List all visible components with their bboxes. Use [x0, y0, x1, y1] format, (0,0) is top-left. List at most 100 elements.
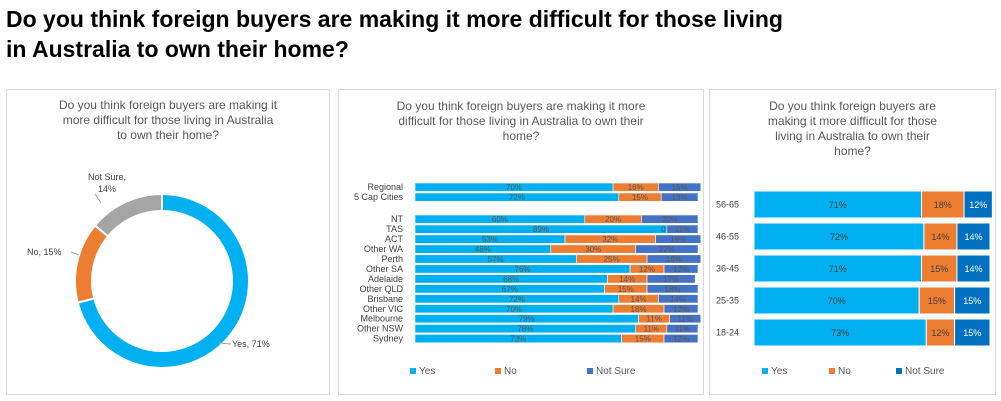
data-label-no-36-45: 15%: [930, 264, 948, 274]
y-axis-tick-label: Other QLD: [359, 284, 403, 294]
y-axis-tick-label: 46-55: [716, 232, 739, 242]
bar-not-sure-56-65: [963, 190, 993, 219]
data-label-not-sure-56-65: 12%: [969, 200, 987, 210]
data-label-no-melbourne: 11%: [646, 315, 661, 324]
legend-swatch-yes: [762, 368, 768, 374]
data-label-yes-regional: 70%: [506, 183, 522, 192]
data-label-no-perth: 25%: [604, 255, 620, 264]
region-chart-title-line: home?: [502, 129, 540, 143]
legend-entry-no: No: [504, 366, 517, 377]
donut-label-not-sure: 14%: [98, 184, 116, 194]
data-label-yes-other-qld: 67%: [502, 285, 518, 294]
data-label-yes-tas: 89%: [533, 225, 549, 234]
data-label-not-sure-other-vic: 12%: [673, 305, 689, 314]
bar-not-sure-36-45: [956, 254, 991, 283]
bar-not-sure-18-24: [954, 318, 991, 347]
data-label-no-18-24: 12%: [931, 328, 949, 338]
data-label-no-5-cap-cities: 15%: [632, 193, 648, 202]
y-axis-tick-label: 36-45: [716, 264, 739, 274]
data-label-no-other-qld: 15%: [618, 285, 634, 294]
bar-no-46-55: [923, 222, 958, 251]
donut-label-not-sure: Not Sure,: [88, 172, 126, 182]
y-axis-tick-label: 5 Cap Cities: [354, 192, 404, 202]
legend-swatch-not-sure: [896, 368, 902, 374]
page-title-line-1: Do you think foreign buyers are making i…: [6, 6, 783, 32]
y-axis-tick-label: Other VIC: [363, 304, 404, 314]
data-label-yes-other-wa: 48%: [475, 245, 491, 254]
bar-not-sure-sydney: [663, 334, 699, 344]
region-chart-title: Do you think foreign buyers are making i…: [339, 99, 703, 144]
donut-leader-line: [70, 251, 80, 256]
data-label-no-adelaide: 14%: [619, 275, 635, 284]
y-axis-tick-label: 25-35: [716, 296, 739, 306]
data-label-not-sure-brisbane: 14%: [670, 295, 686, 304]
y-axis-tick-label: Other WA: [364, 244, 403, 254]
data-label-no-25-35: 15%: [928, 296, 946, 306]
y-axis-tick-label: 56-65: [716, 200, 739, 210]
bar-yes-56-65: [753, 190, 923, 219]
data-label-not-sure-other-nsw: 11%: [675, 325, 690, 334]
y-axis-tick-label: Adelaide: [368, 274, 403, 284]
legend-entry-no: No: [838, 366, 851, 377]
data-label-yes-other-vic: 70%: [506, 305, 522, 314]
data-label-not-sure-other-sa: 12%: [673, 265, 689, 274]
bar-not-sure-adelaide: [646, 274, 696, 284]
bar-not-sure-other-sa: [663, 264, 699, 274]
donut-slice-yes: [76, 192, 250, 369]
data-label-not-sure-sydney: 12%: [673, 335, 689, 344]
legend-swatch-no: [829, 368, 835, 374]
data-label-no-regional: 16%: [628, 183, 644, 192]
legend-entry-not-sure: Not Sure: [905, 366, 945, 377]
data-label-yes-56-65: 71%: [829, 200, 847, 210]
region-chart-panel: Do you think foreign buyers are making i…: [338, 89, 704, 395]
data-label-no-56-65: 18%: [934, 200, 952, 210]
age-chart-title-line: making it more difficult for those: [767, 114, 938, 128]
age-chart-title: Do you think foreign buyers are making i…: [710, 99, 995, 159]
data-label-not-sure-tas: 11%: [675, 225, 690, 234]
y-axis-tick-label: NT: [391, 214, 403, 224]
data-label-yes-melbourne: 79%: [519, 315, 535, 324]
y-axis-tick-label: Regional: [367, 182, 403, 192]
y-axis-tick-label: Perth: [381, 254, 403, 264]
bar-not-sure-other-vic: [663, 304, 699, 314]
data-label-not-sure-nt: 20%: [662, 215, 678, 224]
donut-slice-not-sure: [93, 192, 163, 238]
data-label-not-sure-melbourne: 11%: [678, 315, 693, 324]
data-label-no-other-vic: 18%: [631, 305, 647, 314]
donut-label-yes: Yes, 71%: [232, 339, 270, 349]
page-title: Do you think foreign buyers are making i…: [6, 4, 996, 64]
data-label-not-sure-5-cap-cities: 13%: [672, 193, 688, 202]
data-label-no-other-nsw: 11%: [644, 325, 659, 334]
donut-chart: Yes, 71% No, 15% Not Sure, 14%: [27, 172, 270, 369]
data-label-not-sure-18-24: 15%: [963, 328, 981, 338]
data-label-not-sure-other-wa: 22%: [659, 245, 675, 254]
donut-chart-title-line: more difficult for those living in Austr…: [62, 113, 274, 127]
legend-entry-not-sure: Not Sure: [596, 366, 636, 377]
age-stacked-bar-chart: 56-65 71% 18% 12% 46-55 72% 14% 14% 36-45 71% 15% 1…: [716, 190, 993, 377]
y-axis-tick-label: 18-24: [716, 328, 739, 338]
legend-swatch-not-sure: [587, 368, 593, 374]
region-chart-title-line: Do you think foreign buyers are making i…: [396, 99, 646, 113]
bar-not-sure-46-55: [956, 222, 991, 251]
bar-not-sure-regional: [658, 182, 702, 192]
y-axis-tick-label: Brisbane: [367, 294, 403, 304]
age-chart-panel: Do you think foreign buyers are making i…: [709, 89, 996, 395]
y-axis-tick-label: ACT: [385, 234, 404, 244]
data-label-yes-other-sa: 76%: [515, 265, 531, 274]
y-axis-tick-label: Other NSW: [357, 324, 404, 334]
data-label-yes-18-24: 73%: [831, 328, 849, 338]
data-label-no-46-55: 14%: [931, 232, 949, 242]
donut-chart-title: Do you think foreign buyers are making i…: [7, 98, 329, 143]
data-label-yes-brisbane: 72%: [509, 295, 525, 304]
data-label-yes-act: 53%: [482, 235, 498, 244]
data-label-yes-sydney: 73%: [510, 335, 526, 344]
data-label-not-sure-46-55: 14%: [964, 232, 982, 242]
bar-not-sure-tas: [666, 224, 699, 234]
data-label-no-other-wa: 30%: [585, 245, 601, 254]
data-label-no-nt: 20%: [605, 215, 621, 224]
bar-not-sure-other-nsw: [666, 324, 699, 334]
y-axis-tick-label: TAS: [386, 224, 403, 234]
region-chart-title-line: difficult for those living in Australia …: [398, 114, 644, 128]
bar-no-36-45: [921, 254, 958, 283]
bar-not-sure-5-cap-cities: [660, 192, 699, 202]
